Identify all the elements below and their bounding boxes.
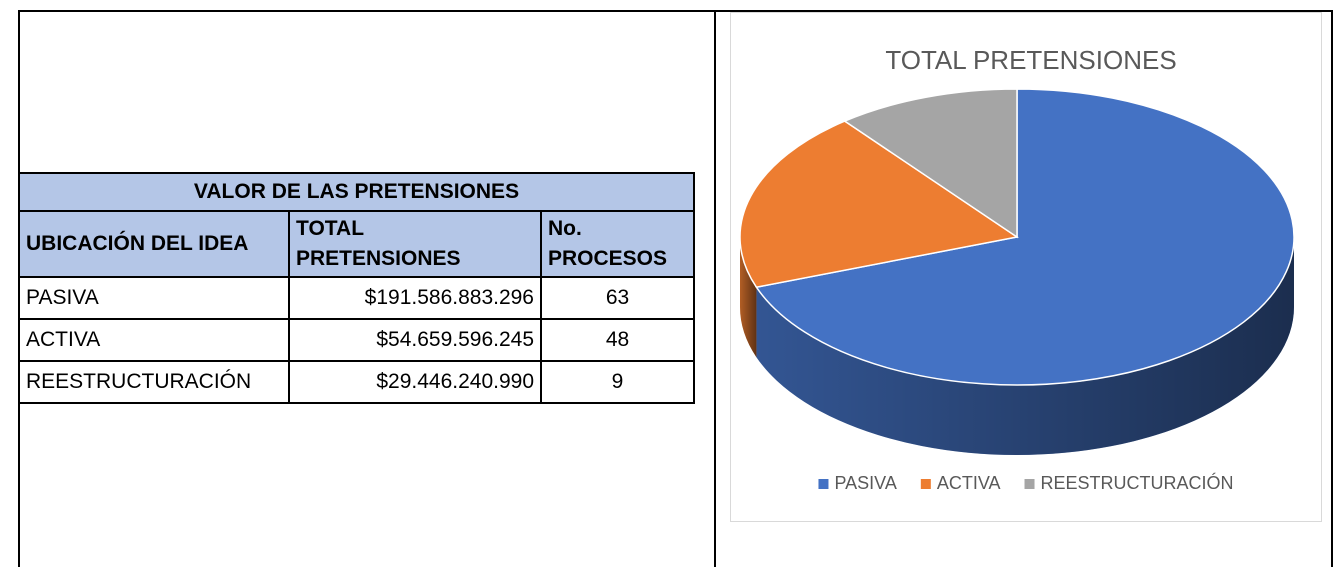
cell: ACTIVA — [18, 318, 290, 362]
pie-slice — [843, 88, 1018, 239]
pie-slice — [755, 88, 1295, 386]
legend-label: PASIVA — [834, 473, 896, 493]
header: No. PROCESOS — [540, 210, 695, 278]
legend-marker — [1024, 479, 1035, 489]
divider — [714, 10, 716, 567]
cell: 63 — [540, 276, 695, 320]
pie-side-shade — [740, 237, 757, 358]
cell: REESTRUCTURACIÓN — [18, 360, 290, 404]
cell: $29.446.240.990 — [288, 360, 542, 404]
legend: PASIVA ACTIVA REESTRUCTURACIÓN — [818, 472, 1234, 493]
cell: 48 — [540, 318, 695, 362]
pie-side-shade — [756, 237, 1294, 456]
pie-slice — [739, 120, 1019, 289]
legend-marker — [818, 479, 829, 489]
legend-marker — [920, 479, 931, 489]
chart-title: TOTAL PRETENSIONES — [885, 45, 1176, 75]
cell: $54.659.596.245 — [288, 318, 542, 362]
cell: 9 — [540, 360, 695, 404]
cell: $191.586.883.296 — [288, 276, 542, 320]
header: TOTAL PRETENSIONES — [288, 210, 542, 278]
legend-label: REESTRUCTURACIÓN — [1041, 472, 1234, 493]
table-title: VALOR DE LAS PRETENSIONES — [18, 172, 695, 212]
legend-label: ACTIVA — [937, 473, 1001, 493]
table: VALOR DE LAS PRETENSIONES UBICACIÓN DEL … — [18, 172, 695, 404]
cell: PASIVA — [18, 276, 290, 320]
header: UBICACIÓN DEL IDEA — [18, 210, 290, 278]
chart-area — [730, 12, 1322, 522]
